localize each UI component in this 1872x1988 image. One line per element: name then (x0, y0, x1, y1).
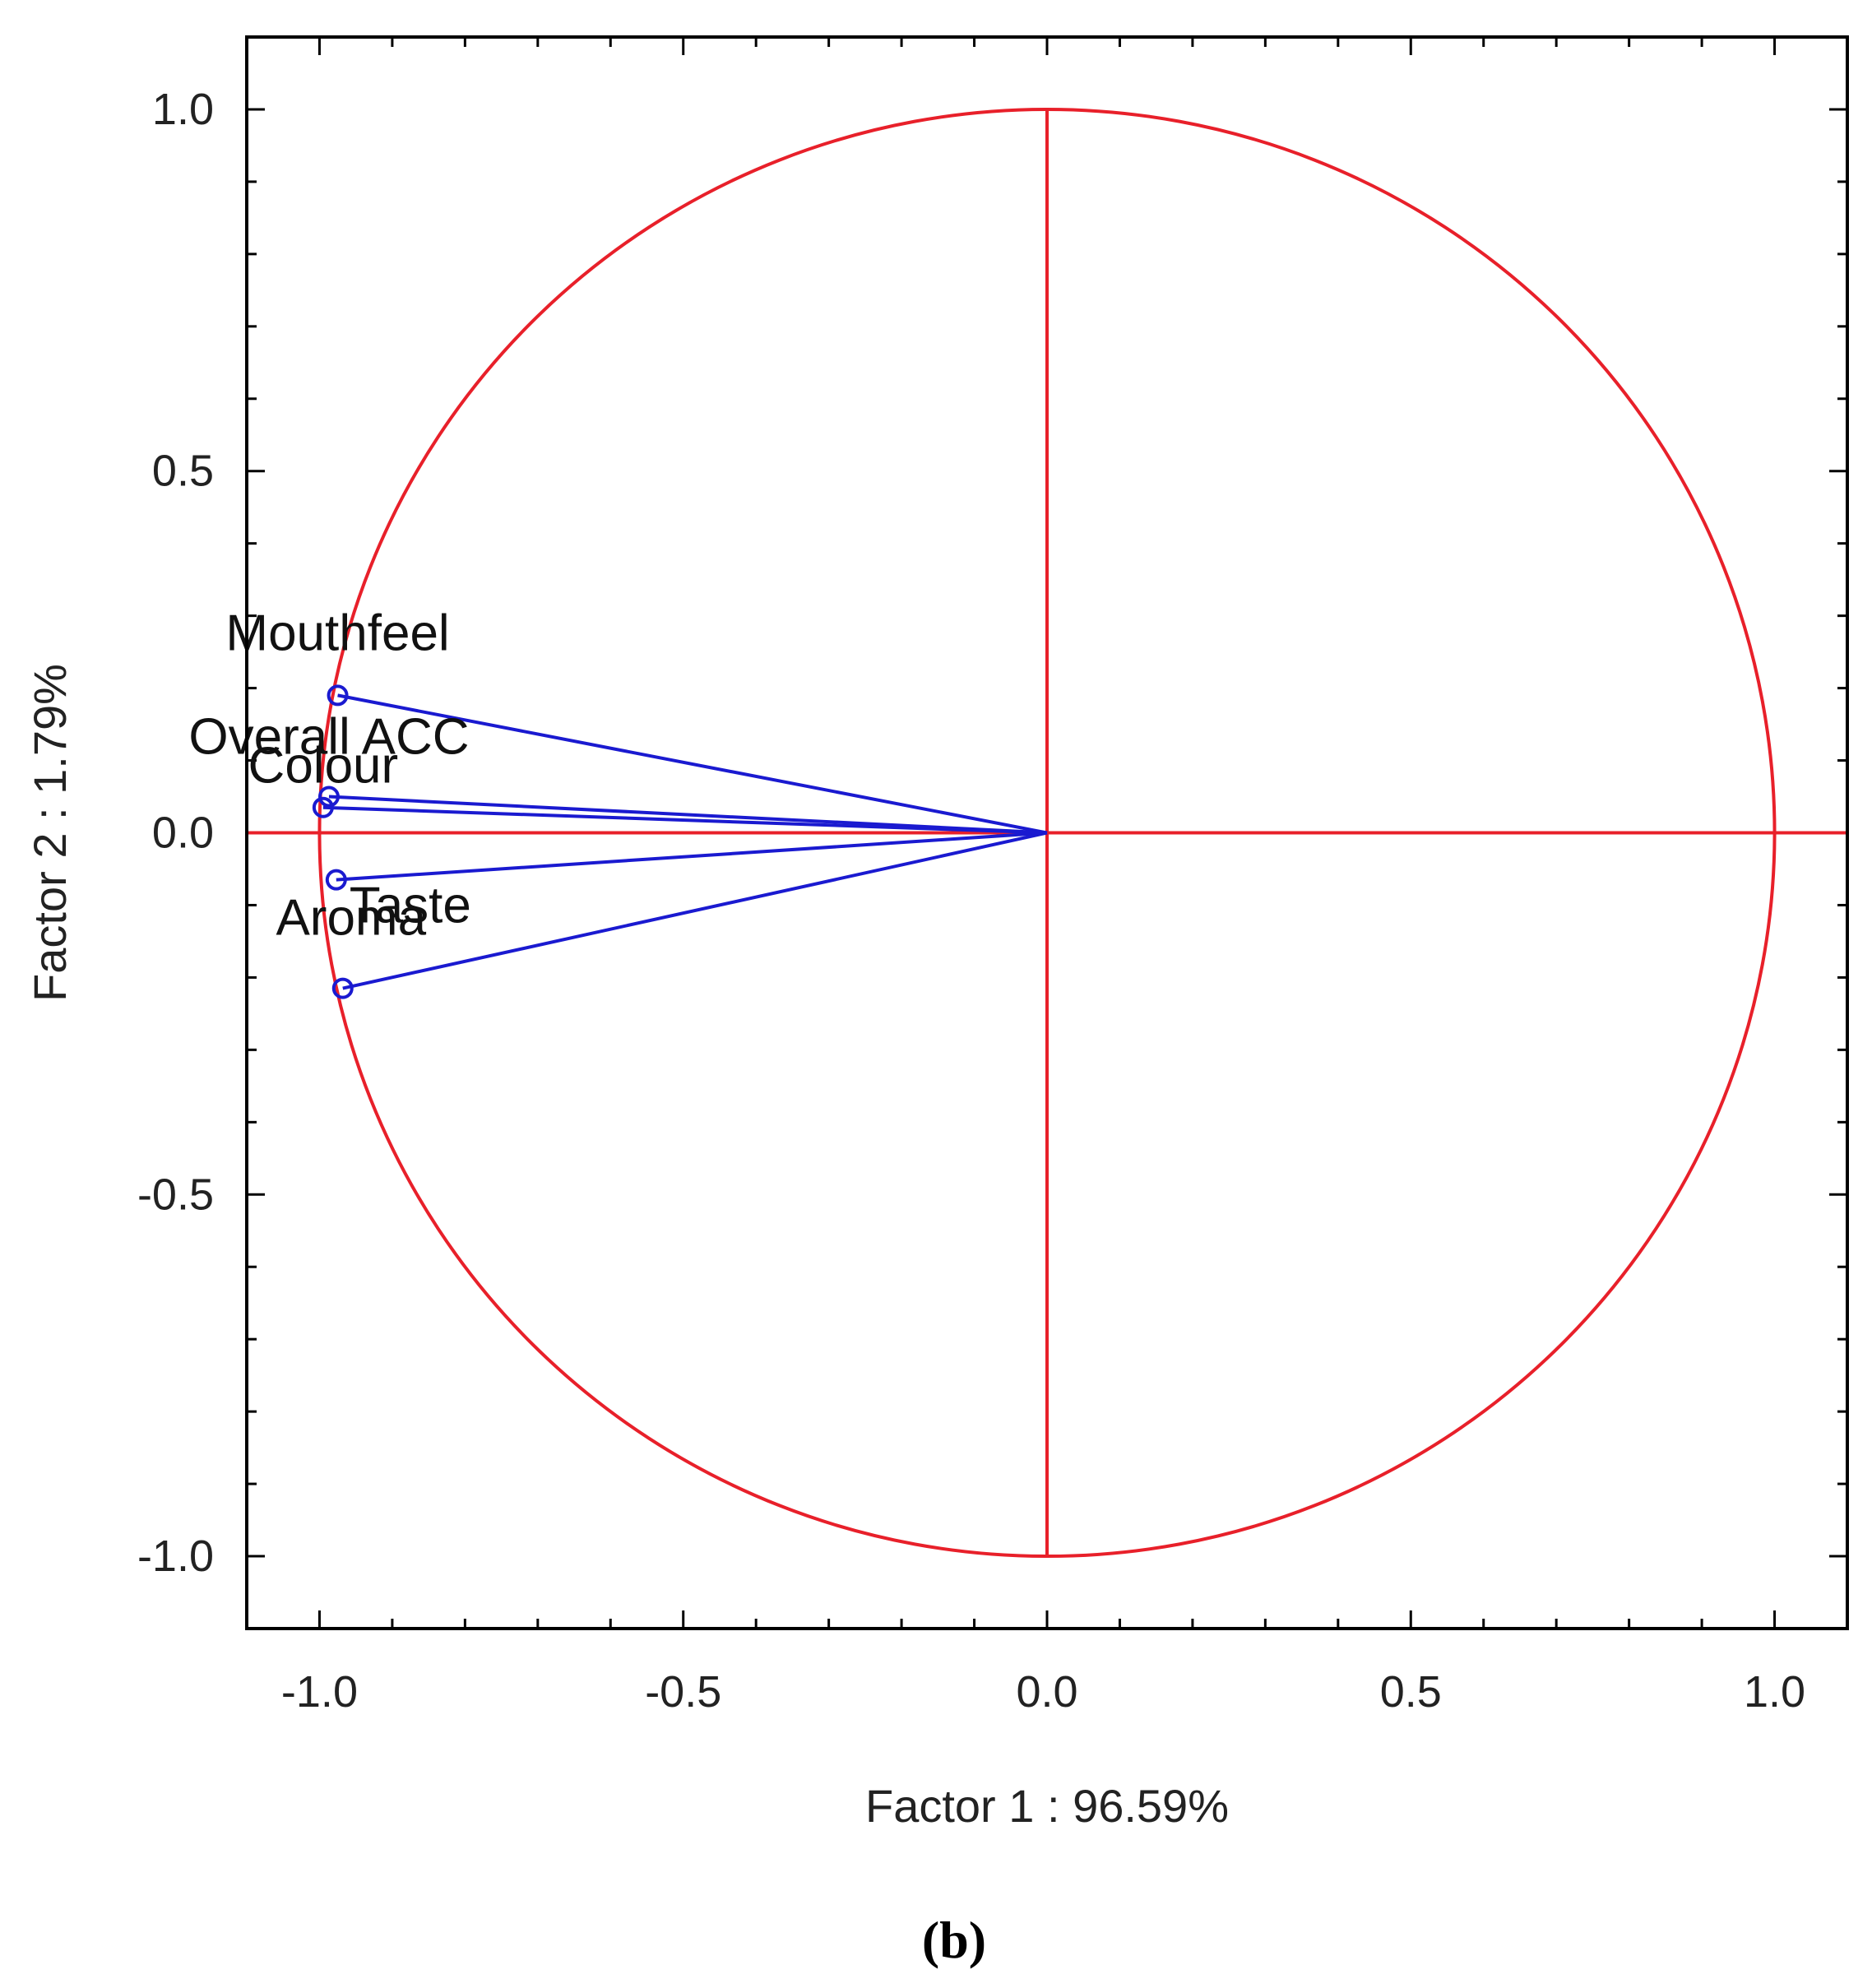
variable-label: Aroma (276, 890, 426, 947)
x-tick-label: 1.0 (1744, 1667, 1805, 1717)
x-axis-title: Factor 1 : 96.59% (865, 1780, 1229, 1832)
y-tick-label: 1.0 (152, 85, 214, 134)
variable-vector (336, 831, 1048, 882)
y-axis-title: Factor 2 : 1.79% (24, 664, 76, 1002)
plot-frame (245, 35, 1849, 1630)
variable-vector (342, 831, 1048, 990)
x-tick-label: -1.0 (281, 1667, 358, 1717)
unit-circle (317, 107, 1777, 1559)
variable-point (327, 684, 349, 707)
variable-label: Colour (248, 738, 399, 795)
tick-labels: -1.0 -0.5 0.0 0.5 1.0 -1.0 -0.5 0.0 0.5 1.0 (137, 85, 1805, 1717)
variable-vectors (312, 684, 1048, 999)
y-tick-label: -0.5 (137, 1170, 214, 1219)
x-tick-label: 0.0 (1016, 1667, 1077, 1717)
variable-vector (322, 805, 1048, 835)
x-tick-label: 0.5 (1380, 1667, 1442, 1717)
variable-point (325, 869, 347, 891)
panel-label: (b) (922, 1911, 986, 1969)
variable-vector (337, 693, 1048, 835)
y-tick-label: 0.5 (152, 447, 214, 496)
variable-vector (328, 795, 1048, 835)
y-tick-label: -1.0 (137, 1532, 214, 1581)
variable-label: Overall ACC (188, 709, 469, 766)
variable-label: Taste (350, 878, 471, 934)
x-tick-label: -0.5 (645, 1667, 721, 1717)
unit-circle-layer (317, 107, 1777, 1559)
variable-point (317, 785, 340, 808)
variable-point (331, 977, 354, 999)
variable-label: Mouthfeel (225, 605, 449, 661)
variable-point (312, 796, 334, 818)
y-tick-label: 0.0 (152, 809, 214, 858)
